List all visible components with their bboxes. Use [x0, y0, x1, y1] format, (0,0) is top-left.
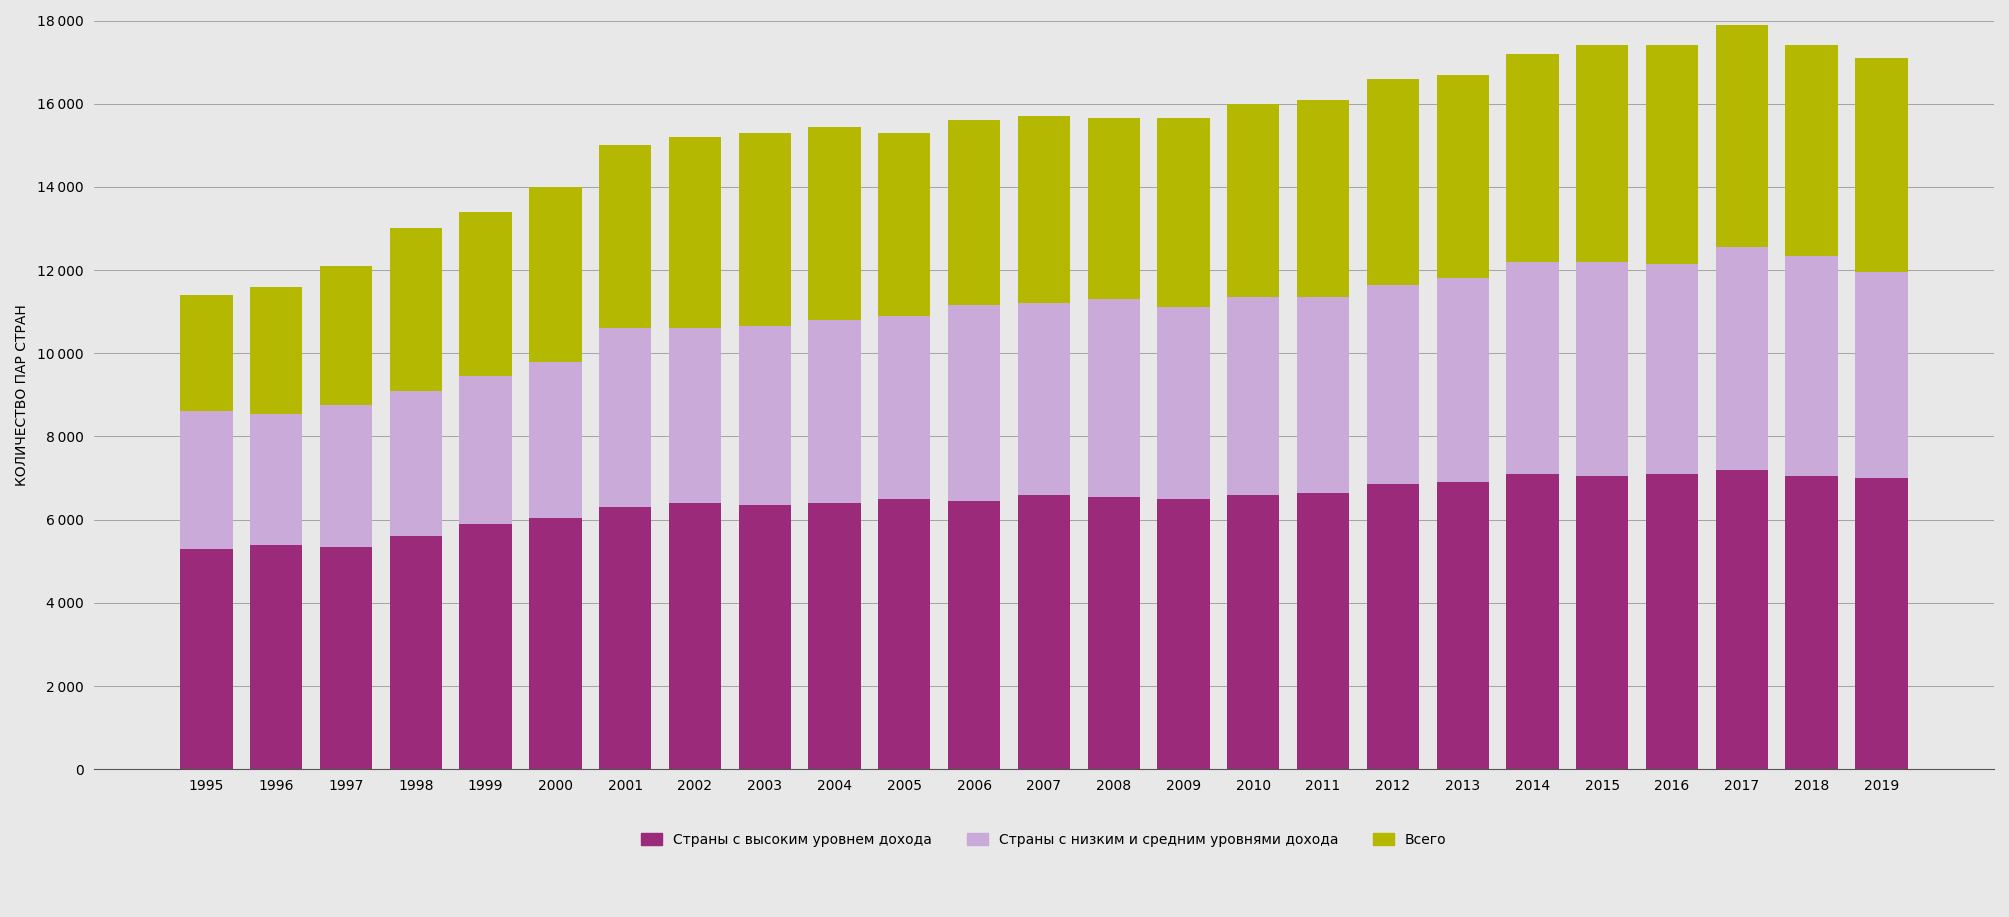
Bar [1577, 46, 1629, 261]
Bar [1507, 54, 1559, 261]
Bar [1645, 474, 1698, 769]
Bar [528, 361, 581, 517]
Bar [1298, 492, 1350, 769]
Bar [1436, 74, 1489, 279]
Bar [878, 315, 930, 499]
Bar [1577, 476, 1629, 769]
Bar [528, 517, 581, 769]
Bar [1786, 476, 1838, 769]
Bar [599, 328, 651, 507]
Bar [1436, 279, 1489, 482]
Bar [181, 295, 233, 412]
Bar [878, 133, 930, 315]
Y-axis label: КОЛИЧЕСТВО ПАР СТРАН: КОЛИЧЕСТВО ПАР СТРАН [14, 304, 28, 486]
Bar [249, 287, 301, 414]
Bar [1157, 307, 1209, 499]
Bar [1645, 264, 1698, 474]
Bar [1716, 470, 1768, 769]
Bar [1645, 46, 1698, 264]
Bar [460, 212, 512, 376]
Bar [1087, 118, 1139, 299]
Bar [808, 127, 860, 320]
Bar [669, 503, 721, 769]
Bar [1157, 499, 1209, 769]
Bar [1087, 299, 1139, 497]
Bar [808, 320, 860, 503]
Bar [1087, 497, 1139, 769]
Bar [1227, 494, 1280, 769]
Bar [1227, 297, 1280, 494]
Bar [1577, 261, 1629, 476]
Bar [460, 524, 512, 769]
Bar [948, 120, 1000, 305]
Bar [739, 326, 792, 505]
Bar [1019, 304, 1071, 494]
Bar [878, 499, 930, 769]
Bar [1157, 118, 1209, 307]
Bar [181, 548, 233, 769]
Bar [599, 507, 651, 769]
Bar [669, 137, 721, 328]
Bar [1854, 58, 1909, 272]
Bar [1507, 261, 1559, 474]
Bar [599, 145, 651, 328]
Bar [1507, 474, 1559, 769]
Bar [1786, 46, 1838, 256]
Bar [528, 187, 581, 361]
Bar [460, 376, 512, 524]
Bar [249, 414, 301, 545]
Bar [1227, 104, 1280, 297]
Bar [1366, 79, 1418, 284]
Bar [808, 503, 860, 769]
Bar [1019, 116, 1071, 304]
Bar [1854, 272, 1909, 478]
Bar [1366, 284, 1418, 484]
Bar [249, 545, 301, 769]
Bar [948, 305, 1000, 501]
Bar [739, 133, 792, 326]
Bar [948, 501, 1000, 769]
Bar [1366, 484, 1418, 769]
Bar [390, 536, 442, 769]
Bar [181, 412, 233, 548]
Bar [1716, 25, 1768, 248]
Legend: Страны с высоким уровнем дохода, Страны с низким и средним уровнями дохода, Всег: Страны с высоким уровнем дохода, Страны … [635, 827, 1453, 852]
Bar [1786, 256, 1838, 476]
Bar [669, 328, 721, 503]
Bar [319, 266, 372, 405]
Bar [1436, 482, 1489, 769]
Bar [1019, 494, 1071, 769]
Bar [1716, 248, 1768, 470]
Bar [1298, 297, 1350, 492]
Bar [390, 391, 442, 536]
Bar [319, 405, 372, 547]
Bar [739, 505, 792, 769]
Bar [1854, 478, 1909, 769]
Bar [319, 547, 372, 769]
Bar [1298, 100, 1350, 297]
Bar [390, 228, 442, 391]
